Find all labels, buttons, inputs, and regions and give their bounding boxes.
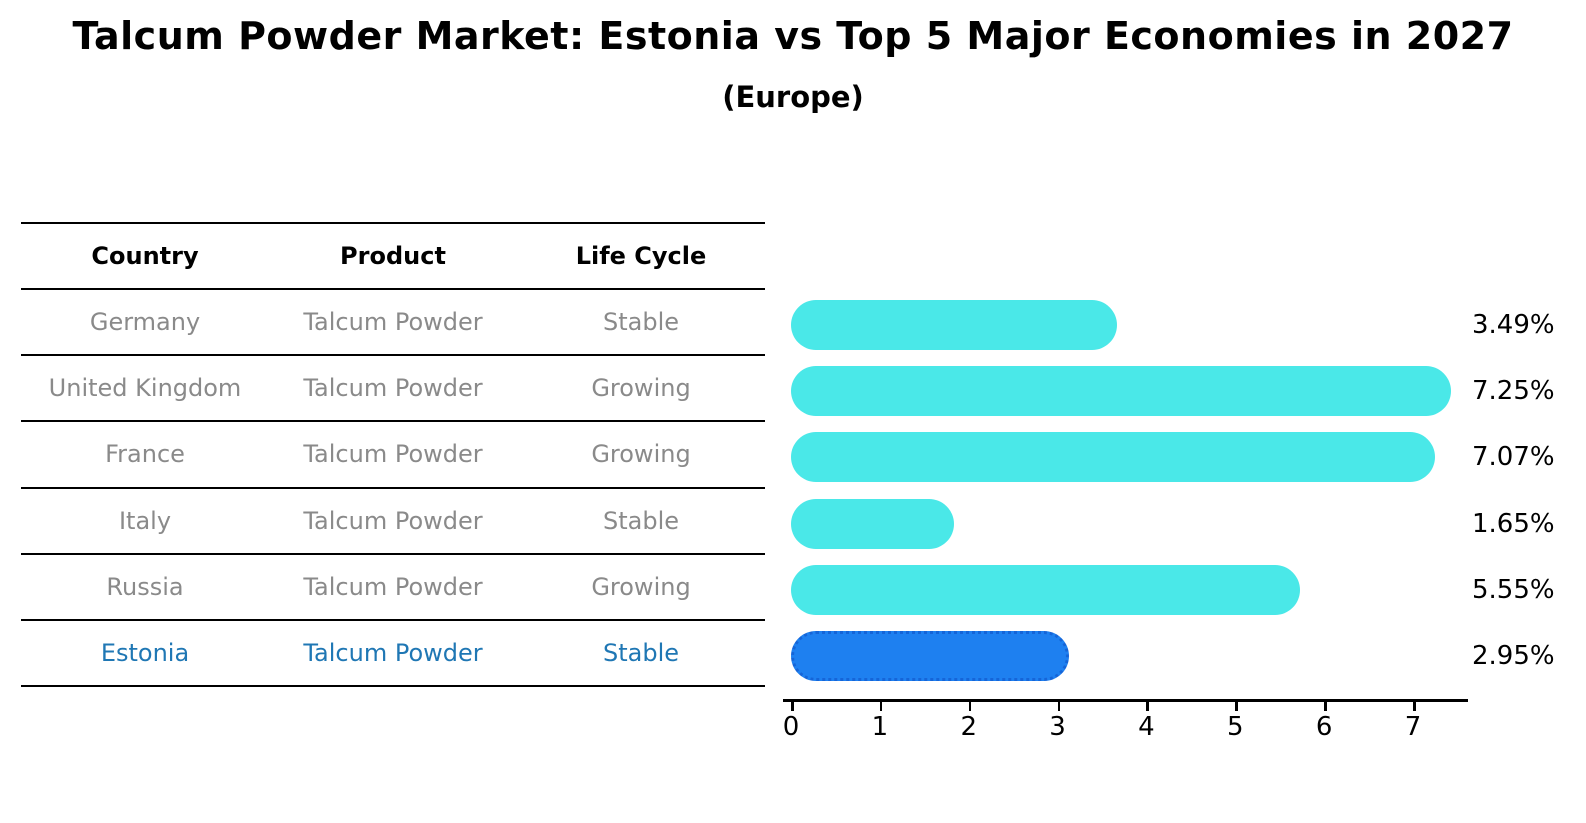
x-tick-label: 0 [782,712,800,742]
table-row: Russia Talcum Powder Growing [21,555,765,621]
value-label: 7.25% [1472,376,1555,407]
table-row: United Kingdom Talcum Powder Growing [21,356,765,423]
x-tick-mark [1413,701,1416,711]
cell-country: United Kingdom [48,374,242,403]
bar-italy [791,498,954,549]
cell-product: Talcum Powder [303,440,483,469]
value-label: 5.55% [1472,574,1555,605]
x-tick-label: 2 [960,712,977,742]
table-body: Germany Talcum Powder Stable United Kingdom… [21,290,765,688]
chart-title: Talcum Powder Market: Estonia vs Top 5 M… [72,14,1514,58]
x-tick-mark [879,701,883,711]
table-row: Italy Talcum Powder Stable [21,489,765,555]
x-tick-label: 1 [871,712,889,742]
column-header-life-cycle: Life Cycle [575,242,707,270]
cell-product: Talcum Powder [303,572,483,601]
table-header-row: Country Product Life Cycle [21,224,765,290]
cell-country: Russia [106,572,184,601]
cell-life-cycle: Stable [602,506,680,535]
column-header-product: Product [340,242,446,270]
x-axis-line [783,699,1468,702]
x-tick-label: 7 [1404,712,1422,742]
country-table: Country Product Life Cycle Germany Talcum… [21,222,765,688]
cell-life-cycle: Stable [602,639,680,668]
x-tick-label: 5 [1227,712,1244,742]
x-tick-label: 3 [1049,712,1066,742]
x-tick-label: 6 [1315,712,1333,742]
cell-life-cycle: Growing [591,572,691,601]
x-tick-mark [1146,701,1149,711]
x-tick-mark [968,701,972,711]
value-label: 1.65% [1472,508,1555,539]
cell-life-cycle: Growing [591,374,691,403]
cell-product: Talcum Powder [303,506,483,535]
x-tick-mark [1235,701,1238,711]
value-label: 3.49% [1472,310,1555,340]
chart-subtitle: (Europe) [722,80,864,114]
x-tick-mark [1324,701,1327,711]
cell-country: France [105,440,185,469]
table-row: Estonia Talcum Powder Stable [21,621,765,688]
bar-germany [791,300,1117,350]
x-tick-mark [791,701,794,711]
value-label: 2.95% [1472,640,1555,671]
bar-united-kingdom [791,366,1451,417]
table-row: France Talcum Powder Growing [21,422,765,489]
bar-russia [791,564,1300,615]
cell-country: Italy [118,506,172,535]
x-tick-label: 4 [1138,712,1155,742]
cell-product: Talcum Powder [303,374,483,403]
column-header-country: Country [91,242,199,270]
cell-life-cycle: Stable [602,308,680,337]
x-tick-mark [1057,701,1061,711]
cell-product: Talcum Powder [303,308,483,337]
value-label: 7.07% [1472,442,1555,473]
cell-country: Estonia [100,639,190,668]
cell-country: Germany [89,308,201,337]
bar-estonia-highlighted [791,630,1069,681]
table-row: Germany Talcum Powder Stable [21,290,765,357]
cell-life-cycle: Growing [591,440,691,469]
bar-france [791,432,1435,483]
cell-product: Talcum Powder [303,639,483,668]
